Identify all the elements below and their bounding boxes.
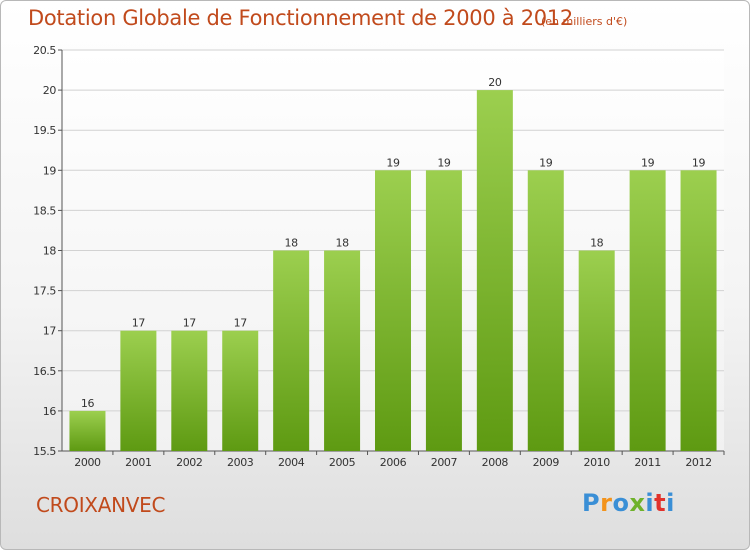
y-tick-label: 19.5 [33, 124, 56, 137]
data-label: 19 [539, 156, 553, 169]
bar [425, 170, 462, 452]
logo-letter: i [645, 489, 655, 517]
data-label: 17 [132, 317, 146, 330]
y-tick-label: 16.5 [33, 365, 56, 378]
data-label: 18 [590, 237, 604, 250]
y-tick-label: 20 [43, 84, 57, 97]
y-tick-label: 15.5 [33, 445, 56, 458]
x-tick-label: 2011 [634, 456, 660, 469]
bar [120, 330, 157, 451]
y-tick-label: 20.5 [33, 44, 56, 57]
data-label: 19 [641, 156, 655, 169]
bar [171, 330, 208, 451]
chart-title: Dotation Globale de Fonctionnement de 20… [28, 6, 573, 30]
x-tick-label: 2000 [74, 456, 101, 469]
data-label: 16 [81, 397, 95, 410]
proxiti-logo: Proxiti [582, 489, 675, 517]
data-label: 18 [335, 237, 349, 250]
bar [69, 410, 106, 451]
y-tick-label: 19 [43, 164, 57, 177]
data-label: 19 [437, 156, 451, 169]
data-label: 17 [234, 317, 248, 330]
bar [629, 170, 666, 452]
x-tick-label: 2008 [482, 456, 509, 469]
y-tick-labels: 15.5 16 16.5 17 17.5 18 18.5 19 19.5 20 20.5 [33, 44, 57, 458]
y-tick-label: 17 [43, 325, 57, 338]
bar [222, 330, 259, 451]
data-label: 19 [692, 156, 706, 169]
bars [69, 90, 717, 452]
chart-unit: (en milliers d'€) [541, 15, 628, 28]
data-labels: 16 17 17 17 18 18 19 19 20 19 18 19 19 [81, 76, 706, 410]
data-label: 17 [183, 317, 197, 330]
data-label: 19 [386, 156, 400, 169]
logo-letter: i [666, 489, 675, 517]
x-tick-label: 2012 [685, 456, 711, 469]
y-tick-label: 17.5 [33, 285, 56, 298]
x-tick-label: 2004 [278, 456, 305, 469]
bar [375, 170, 411, 452]
x-tick-labels: 2000 2001 2002 2003 2004 2005 2006 2007 2008 2009… [74, 451, 725, 469]
bar [324, 250, 361, 451]
logo-letter: t [654, 489, 667, 517]
x-tick-label: 2010 [583, 456, 610, 469]
x-tick-label: 2006 [380, 456, 407, 469]
y-tick-label: 18 [43, 245, 57, 258]
x-tick-label: 2005 [329, 456, 356, 469]
y-tick-label: 16 [43, 405, 57, 418]
logo-letter: x [629, 489, 646, 517]
x-tick-label: 2009 [533, 456, 560, 469]
data-label: 18 [285, 237, 299, 250]
bar [273, 250, 310, 451]
bar [527, 170, 564, 452]
x-tick-label: 2003 [227, 456, 254, 469]
bar [680, 170, 717, 452]
commune-name: CROIXANVEC [36, 493, 166, 517]
x-tick-label: 2007 [431, 456, 458, 469]
x-tick-label: 2001 [125, 456, 151, 469]
logo-letter: o [612, 489, 630, 517]
data-label: 20 [488, 76, 502, 89]
bar [476, 90, 513, 451]
y-tick-label: 18.5 [33, 204, 56, 217]
logo-letter: P [582, 489, 601, 517]
bar [578, 250, 615, 451]
logo-letter: r [600, 489, 613, 517]
x-tick-label: 2002 [176, 456, 202, 469]
